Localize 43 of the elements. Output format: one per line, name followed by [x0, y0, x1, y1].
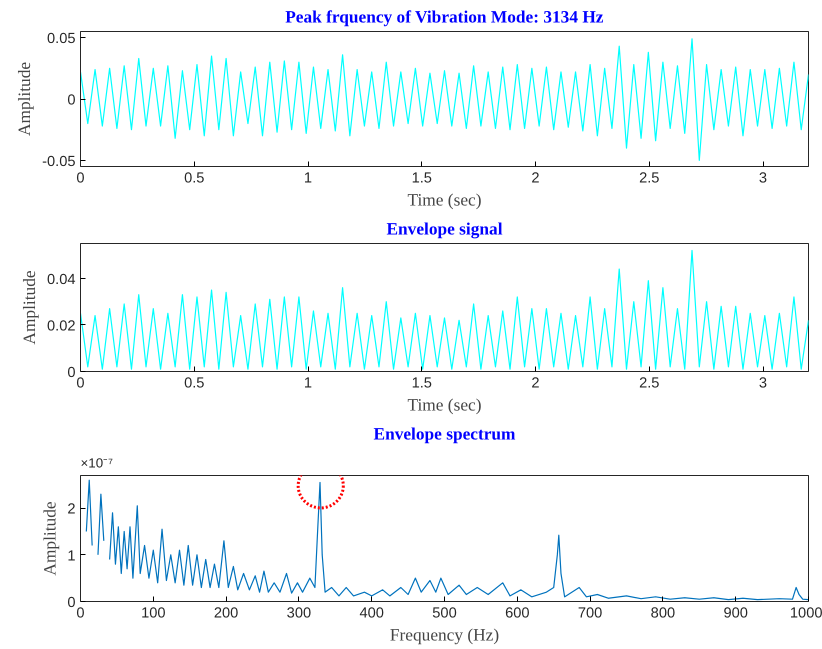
- x-tick-label: 2.5: [639, 376, 660, 392]
- chart-title: Peak frquency of Vibration Mode: 3134 Hz: [285, 8, 604, 26]
- x-tick-label: 100: [141, 606, 166, 622]
- x-tick-label: 200: [214, 606, 238, 622]
- y-tick-label: 2: [67, 502, 76, 518]
- x-tick-label: 2: [531, 376, 540, 392]
- line-series: [80, 250, 808, 370]
- x-tick-label: 2.5: [639, 170, 660, 186]
- y-axis-title: Amplitude: [15, 62, 34, 136]
- x-tick-label: 900: [723, 606, 748, 622]
- x-tick-label: 1.5: [412, 376, 432, 392]
- y-tick-label: -0.05: [42, 154, 76, 170]
- line-series: [80, 38, 808, 161]
- y-tick-label: 0.02: [46, 318, 76, 334]
- x-tick-label: 1.5: [412, 170, 432, 186]
- x-tick-label: 1: [304, 376, 312, 392]
- y-tick-label: 0: [67, 365, 76, 381]
- x-tick-label: 0.5: [184, 376, 204, 392]
- x-axis-title: Time (sec): [408, 396, 482, 414]
- x-tick-label: 2: [531, 170, 540, 186]
- x-tick-label: 3: [758, 170, 768, 186]
- y-tick-label: 1: [67, 548, 76, 564]
- y-axis-title: Amplitude: [20, 270, 39, 345]
- x-tick-label: 800: [650, 606, 676, 622]
- y-tick-label: 0.04: [46, 272, 76, 288]
- y-tick-label: 0.05: [46, 31, 76, 48]
- x-tick-label: 1000: [790, 606, 822, 622]
- x-tick-label: 600: [505, 606, 530, 622]
- x-tick-label: 0.5: [184, 170, 204, 186]
- x-tick-label: 300: [286, 606, 312, 622]
- x-tick-label: 400: [359, 606, 384, 622]
- x-tick-label: 1: [304, 170, 312, 186]
- y-tick-label: 0: [67, 92, 76, 108]
- text: ×10⁻⁷: [80, 456, 114, 470]
- chart-title: Envelope spectrum: [374, 424, 516, 444]
- x-axis-title: Time (sec): [408, 190, 482, 210]
- x-tick-label: 3: [758, 376, 768, 392]
- y-axis-title: Amplitude: [40, 501, 60, 576]
- y-tick-label: 0: [67, 595, 76, 611]
- x-tick-label: 500: [432, 606, 457, 622]
- x-axis-title: Frequency (Hz): [390, 626, 500, 644]
- x-tick-label: 700: [578, 606, 602, 622]
- chart-title: Envelope signal: [386, 220, 503, 238]
